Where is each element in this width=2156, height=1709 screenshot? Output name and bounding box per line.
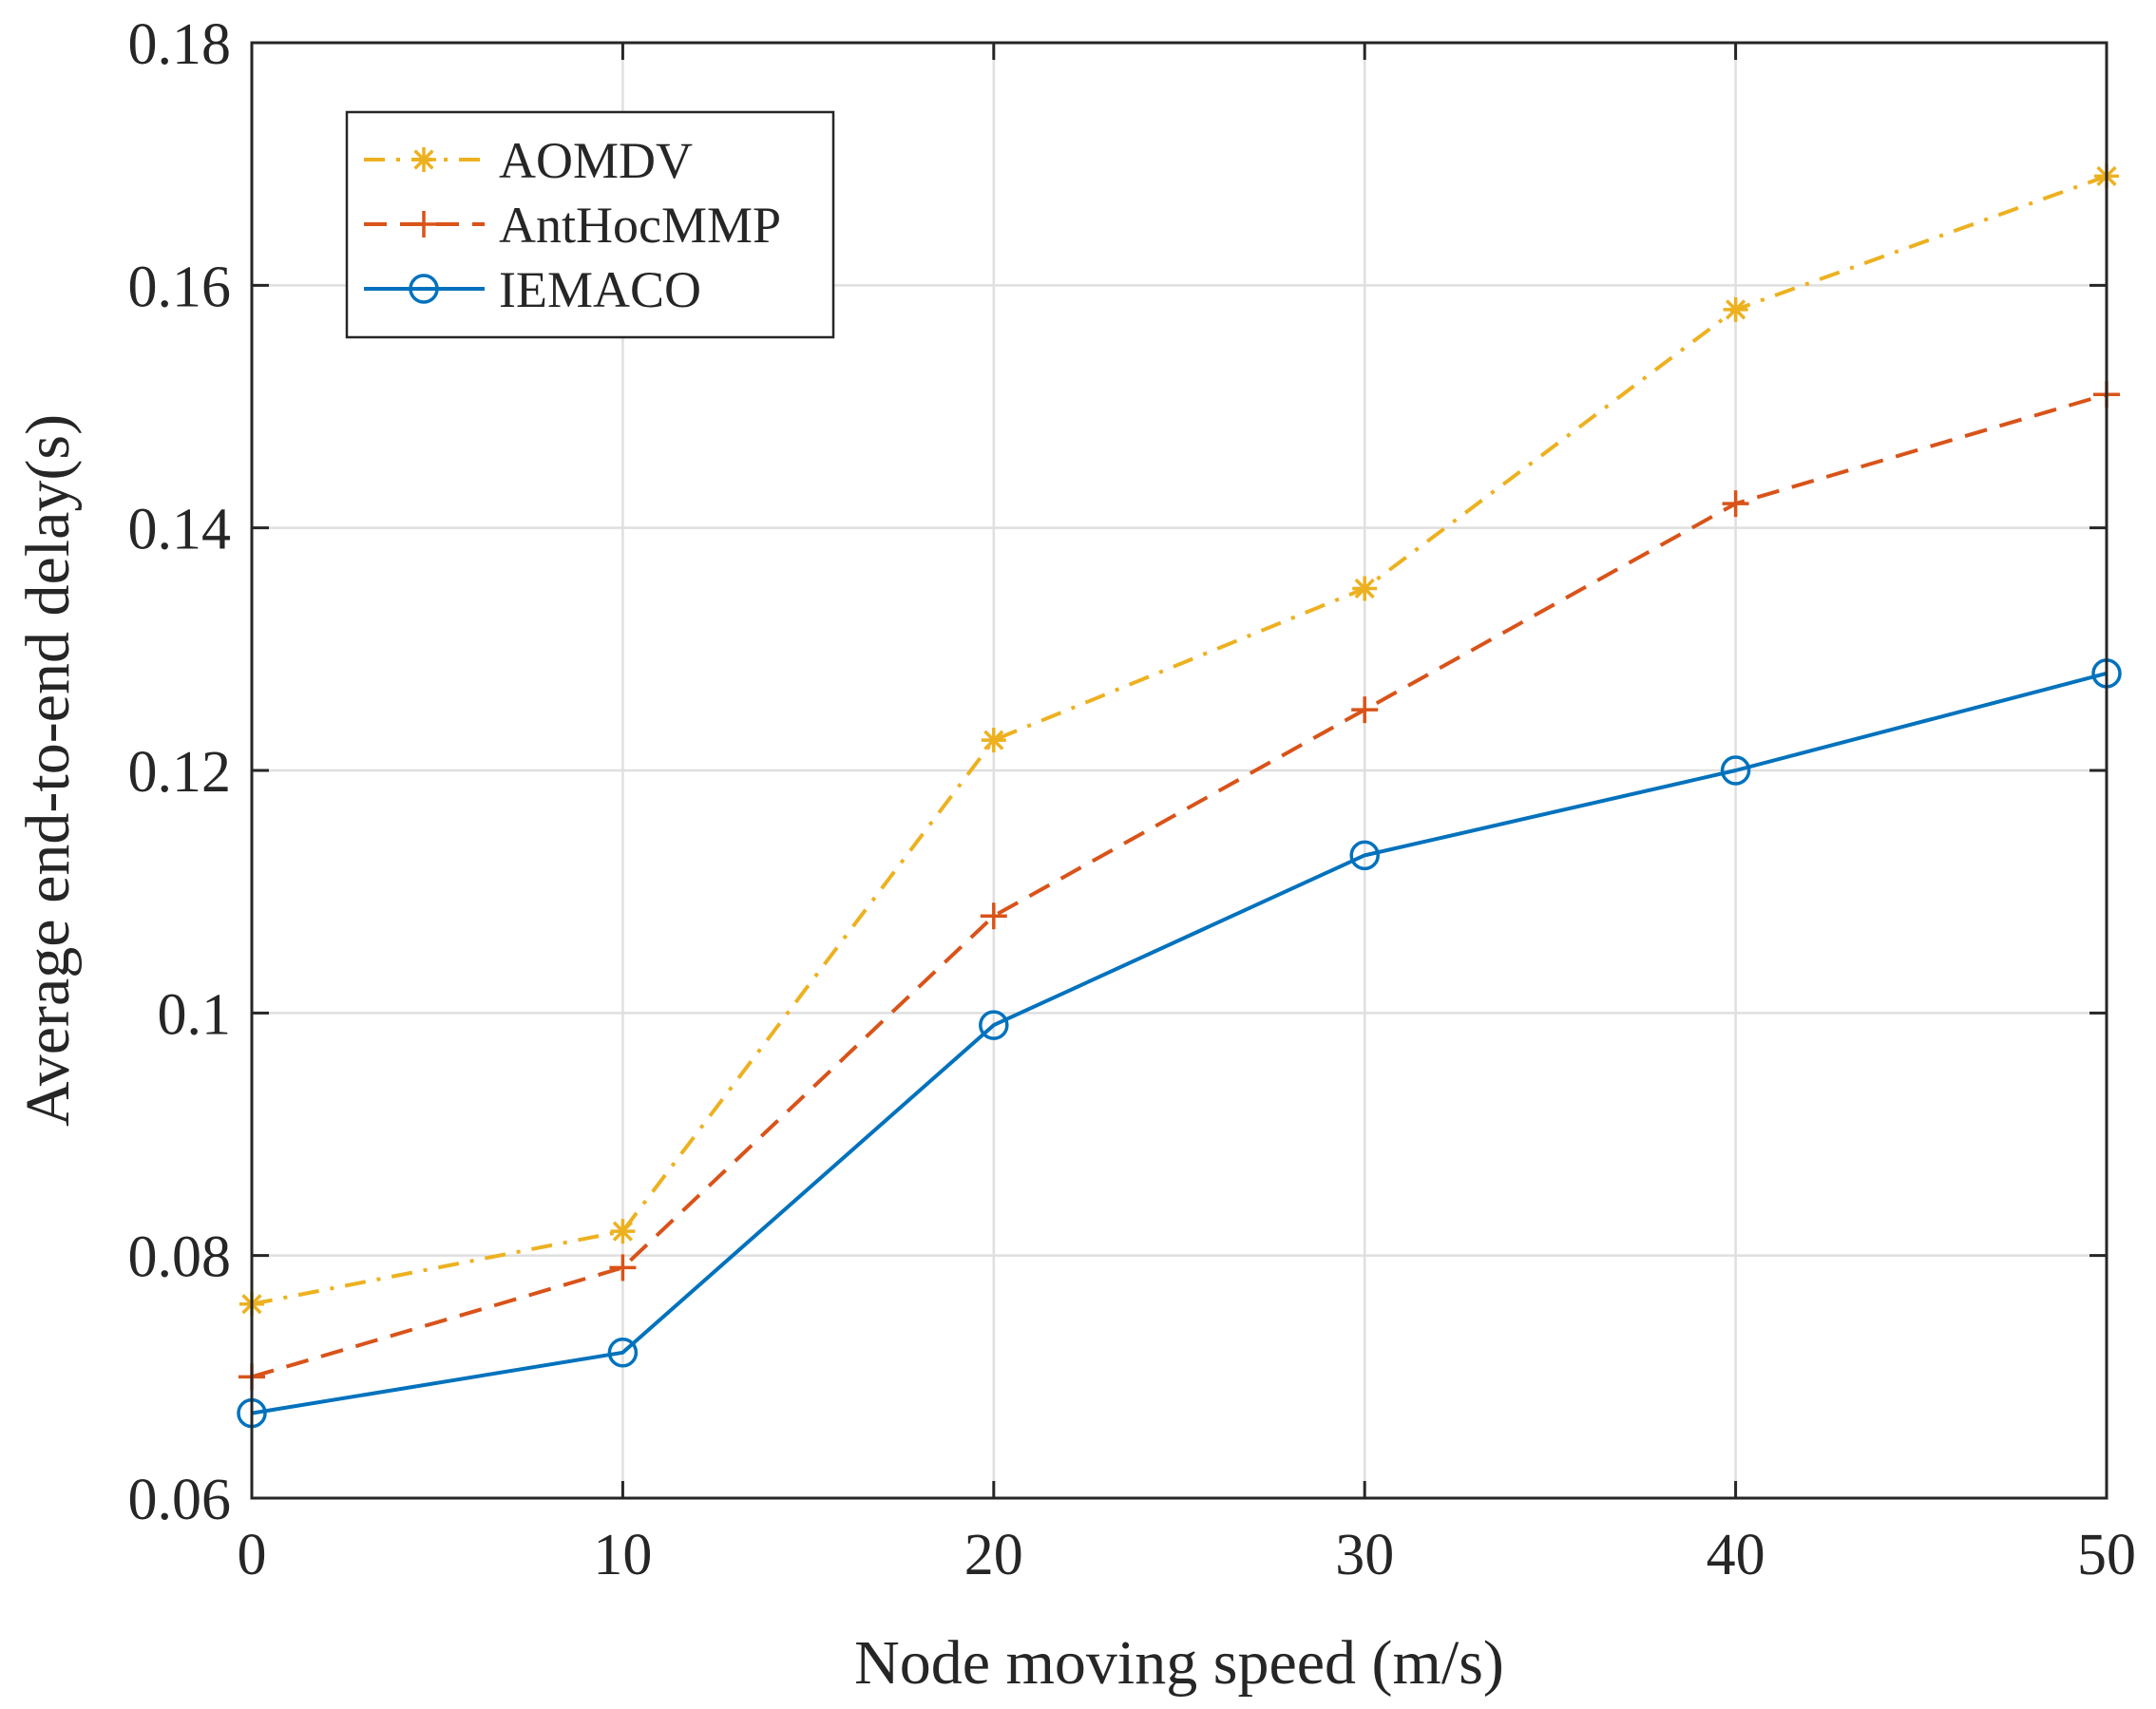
data-point-aomdv bbox=[1352, 576, 1378, 601]
x-tick-label: 10 bbox=[593, 1523, 652, 1587]
y-tick-label: 0.12 bbox=[128, 740, 232, 805]
data-point-aomdv bbox=[981, 728, 1006, 753]
x-tick-label: 20 bbox=[964, 1523, 1023, 1587]
legend-label-anthocmmp: AntHocMMP bbox=[499, 197, 781, 254]
data-point-iemaco bbox=[1349, 840, 1380, 871]
data-point-iemaco bbox=[1720, 755, 1751, 786]
legend-label-iemaco: IEMACO bbox=[499, 261, 701, 318]
y-axis-label: Average end-to-end delay(s) bbox=[13, 414, 83, 1127]
legend-item-aomdv: AOMDV bbox=[364, 132, 693, 189]
data-point-anthocmmp bbox=[980, 902, 1007, 930]
x-tick-label: 0 bbox=[238, 1523, 267, 1587]
data-point-aomdv bbox=[1723, 296, 1748, 322]
y-tick-labels: 0.06 0.08 0.1 0.12 0.14 0.16 0.18 bbox=[128, 12, 232, 1532]
x-tick-labels: 0 10 20 30 40 50 bbox=[238, 1523, 2137, 1587]
legend-item-anthocmmp: AntHocMMP bbox=[364, 197, 781, 254]
ticks bbox=[250, 41, 2108, 1500]
data-point-anthocmmp bbox=[1722, 490, 1749, 518]
data-point-iemaco bbox=[979, 1010, 1009, 1040]
legend-marker-anthocmmp bbox=[410, 211, 437, 237]
y-tick-label: 0.16 bbox=[128, 255, 232, 319]
y-tick-label: 0.06 bbox=[128, 1468, 232, 1532]
legend-marker-iemaco bbox=[409, 274, 439, 304]
legend-marker-aomdv bbox=[411, 147, 436, 172]
legend: AOMDV AntHocMMP IEMACO bbox=[345, 110, 835, 339]
x-tick-label: 50 bbox=[2077, 1523, 2136, 1587]
data-point-anthocmmp bbox=[1351, 696, 1379, 724]
y-tick-label: 0.08 bbox=[128, 1225, 232, 1290]
series-line-aomdv bbox=[251, 174, 2108, 1306]
series-line-iemaco bbox=[251, 671, 2108, 1415]
x-tick-label: 30 bbox=[1335, 1523, 1394, 1587]
y-tick-label: 0.18 bbox=[128, 12, 232, 77]
data-point-iemaco bbox=[607, 1338, 639, 1368]
data-point-aomdv bbox=[610, 1219, 636, 1244]
x-tick-label: 40 bbox=[1707, 1523, 1765, 1587]
x-axis-label: Node moving speed (m/s) bbox=[854, 1628, 1504, 1698]
series-layer bbox=[237, 163, 2122, 1429]
legend-label-aomdv: AOMDV bbox=[499, 132, 693, 189]
legend-item-iemaco: IEMACO bbox=[364, 261, 701, 318]
data-point-anthocmmp bbox=[609, 1254, 637, 1282]
series-line-anthocmmp bbox=[251, 392, 2108, 1379]
y-tick-label: 0.14 bbox=[128, 498, 232, 562]
grid bbox=[252, 43, 2107, 1498]
y-tick-label: 0.1 bbox=[158, 982, 232, 1047]
